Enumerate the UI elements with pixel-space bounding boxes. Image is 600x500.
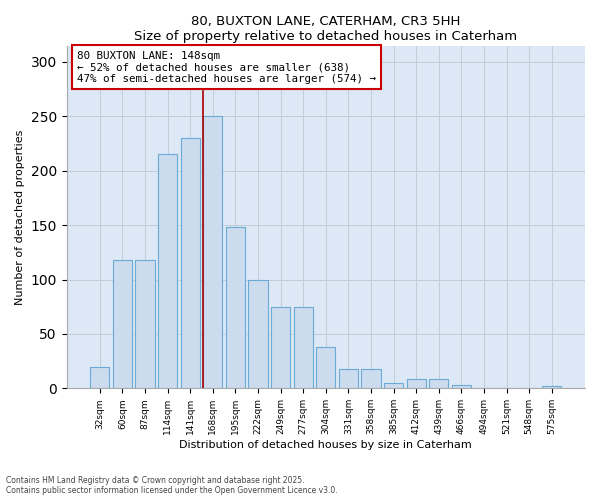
Bar: [452, 385, 471, 388]
Bar: [361, 369, 380, 388]
Bar: [316, 347, 335, 389]
Bar: [407, 378, 426, 388]
Bar: [113, 260, 132, 388]
Title: 80, BUXTON LANE, CATERHAM, CR3 5HH
Size of property relative to detached houses : 80, BUXTON LANE, CATERHAM, CR3 5HH Size …: [134, 15, 517, 43]
Text: Contains HM Land Registry data © Crown copyright and database right 2025.
Contai: Contains HM Land Registry data © Crown c…: [6, 476, 338, 495]
X-axis label: Distribution of detached houses by size in Caterham: Distribution of detached houses by size …: [179, 440, 472, 450]
Bar: [136, 260, 155, 388]
Bar: [248, 280, 268, 388]
Y-axis label: Number of detached properties: Number of detached properties: [15, 130, 25, 304]
Bar: [271, 306, 290, 388]
Bar: [542, 386, 562, 388]
Bar: [158, 154, 177, 388]
Bar: [384, 383, 403, 388]
Bar: [226, 228, 245, 388]
Bar: [293, 306, 313, 388]
Bar: [203, 116, 223, 388]
Bar: [181, 138, 200, 388]
Bar: [90, 366, 109, 388]
Text: 80 BUXTON LANE: 148sqm
← 52% of detached houses are smaller (638)
47% of semi-de: 80 BUXTON LANE: 148sqm ← 52% of detached…: [77, 50, 376, 84]
Bar: [339, 369, 358, 388]
Bar: [429, 378, 448, 388]
